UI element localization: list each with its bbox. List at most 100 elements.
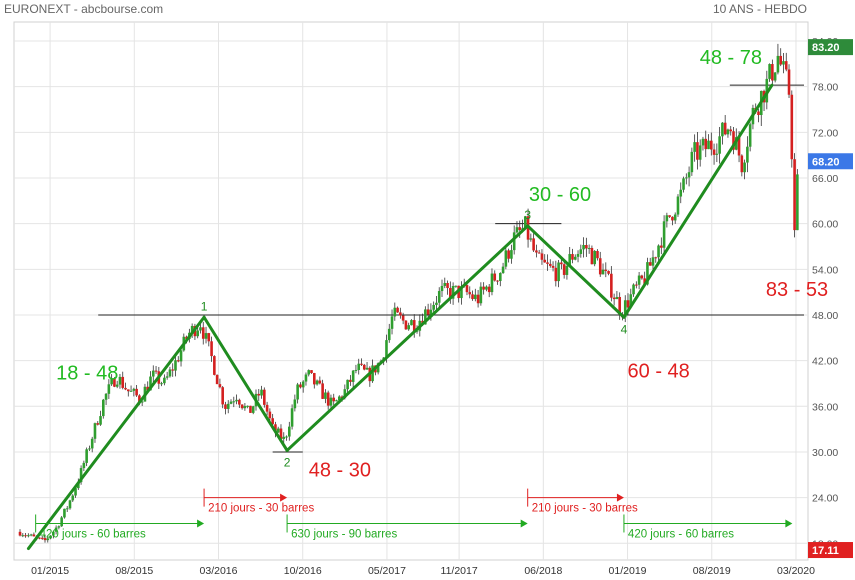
- candle-body: [407, 325, 410, 330]
- candle-body: [607, 270, 610, 274]
- candle-body: [401, 315, 405, 321]
- candle-body: [218, 384, 222, 388]
- candle-body: [640, 275, 644, 279]
- candle-body: [18, 531, 22, 536]
- duration-label: 210 jours - 30 barres: [208, 503, 314, 515]
- candle-body: [537, 252, 541, 254]
- trend-line: [26, 315, 206, 551]
- candle-body: [151, 370, 155, 377]
- candle-body: [199, 327, 202, 331]
- candle-body: [165, 376, 169, 378]
- x-tick-label: 11/2017: [441, 565, 478, 577]
- candle-body: [393, 307, 397, 317]
- candle-body: [60, 517, 63, 527]
- candle-body: [476, 294, 480, 304]
- candle-body: [301, 381, 305, 388]
- price-badge: [808, 153, 853, 170]
- price-badge-text: 17.11: [812, 545, 839, 557]
- range-annotation: 30 - 60: [529, 184, 591, 206]
- candle-body: [310, 370, 313, 374]
- candle-body: [543, 259, 547, 263]
- horizontal-lines: [98, 84, 804, 453]
- candle-body: [662, 221, 666, 248]
- candle-body: [512, 232, 516, 251]
- candle-body: [648, 262, 652, 266]
- candle-body: [321, 383, 324, 399]
- candle-body: [146, 386, 150, 391]
- candle-body: [21, 535, 25, 537]
- candle-body: [493, 273, 497, 281]
- candle-body: [518, 227, 522, 230]
- annotations: 1 2 3 4 18 - 48 48 - 30 30 - 60 60 - 48 48 - 78 8…: [35, 47, 828, 540]
- candle-body: [446, 283, 449, 289]
- trend-line: [285, 224, 530, 452]
- candle-body: [121, 376, 125, 388]
- candle-body: [337, 396, 341, 401]
- candle-body: [654, 257, 658, 259]
- candle-body: [288, 426, 291, 437]
- candle-body: [660, 245, 663, 248]
- axes: 18.0024.0030.0036.0042.0048.0054.0060.00…: [31, 36, 853, 577]
- candle-body: [52, 531, 55, 536]
- candle-body: [465, 285, 469, 293]
- candle-body: [79, 468, 83, 483]
- candle-body: [709, 140, 713, 150]
- candle-body: [274, 424, 277, 433]
- candle-body: [207, 333, 211, 342]
- candle-body: [629, 294, 633, 308]
- candle-body: [285, 436, 288, 438]
- y-tick-label: 42.00: [812, 356, 838, 368]
- duration-label: 420 jours - 60 barres: [628, 528, 734, 540]
- candle-body: [579, 249, 583, 254]
- candle-body: [740, 155, 744, 173]
- candle-body: [279, 428, 283, 439]
- candle-body: [74, 488, 77, 496]
- candle-body: [349, 379, 352, 382]
- candle-body: [587, 247, 591, 249]
- candle-body: [626, 300, 630, 308]
- candle-body: [29, 534, 33, 536]
- candle-body: [324, 392, 327, 399]
- candle-body: [743, 162, 746, 173]
- candle-body: [238, 399, 241, 405]
- candle-body: [535, 250, 538, 253]
- candle-body: [729, 129, 733, 132]
- candle-body: [263, 389, 266, 405]
- candle-body: [776, 55, 780, 73]
- candle-body: [240, 404, 244, 409]
- candle-body: [354, 369, 358, 371]
- candle-body: [171, 369, 175, 371]
- candle-body: [651, 257, 655, 266]
- candle-body: [54, 527, 58, 532]
- candle-body: [102, 399, 105, 417]
- candle-body: [643, 278, 646, 285]
- candle-body: [712, 149, 716, 155]
- candle-body: [443, 283, 447, 286]
- candle-body: [82, 462, 86, 469]
- y-tick-label: 24.00: [812, 493, 838, 505]
- candle-body: [726, 129, 730, 135]
- pivot-label: 4: [621, 322, 628, 336]
- candle-body: [68, 500, 72, 509]
- trend-lines: [26, 83, 774, 551]
- candle-body: [546, 262, 549, 264]
- candle-body: [343, 389, 347, 399]
- candle-body: [346, 379, 349, 390]
- candle-body: [357, 363, 361, 370]
- duration-arrowhead: [280, 493, 288, 502]
- y-tick-label: 66.00: [812, 173, 838, 185]
- y-tick-label: 48.00: [812, 310, 838, 322]
- candle-body: [593, 251, 596, 265]
- candle-body: [568, 254, 572, 266]
- candle-body: [107, 384, 111, 394]
- price-badge: [808, 39, 853, 56]
- candle-body: [221, 387, 224, 405]
- pivot-label: 2: [284, 455, 291, 469]
- x-tick-label: 05/2017: [368, 565, 406, 577]
- candle-body: [246, 405, 249, 407]
- y-tick-label: 54.00: [812, 264, 838, 276]
- candle-body: [396, 307, 399, 313]
- y-tick-label: 72.00: [812, 127, 838, 139]
- candle-body: [276, 428, 280, 433]
